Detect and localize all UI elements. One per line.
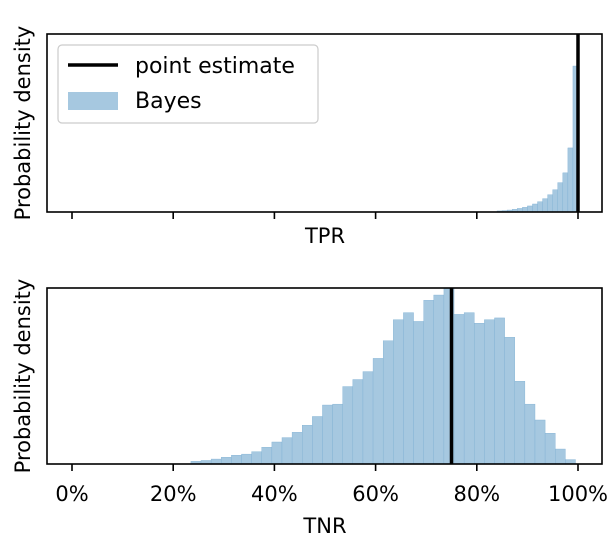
tpr-y-axis-label: Probability density (11, 26, 35, 221)
tnr-x-tick-label: 80% (453, 482, 500, 506)
tnr-histogram-bar (241, 453, 252, 465)
tnr-histogram-bar (413, 321, 424, 465)
tpr-histogram-bars (496, 65, 579, 213)
tnr-histogram-bar (504, 337, 515, 465)
tnr-histogram-bar (534, 419, 546, 465)
tnr-x-tick-label: 0% (55, 482, 88, 506)
tnr-histogram-bar (281, 437, 293, 465)
tnr-histogram-bar (261, 447, 273, 465)
tnr-histogram-bar (474, 323, 485, 465)
tnr-histogram-bar (322, 404, 333, 465)
tnr-histogram-bar (251, 451, 262, 465)
tnr-x-tick-label: 100% (548, 482, 608, 506)
tpr-histogram-bar (552, 189, 558, 213)
tnr-x-tick-label: 60% (352, 482, 399, 506)
tnr-histogram-bar (484, 319, 495, 465)
tnr-histogram-bar (555, 448, 566, 465)
tpr-histogram-bar (547, 194, 553, 213)
tnr-histogram-bar (494, 317, 505, 465)
tpr-histogram-bar (562, 172, 569, 213)
tnr-histogram-bar (231, 455, 242, 465)
tnr-axes-frame (46, 287, 603, 465)
tpr-x-axis-label: TPR (304, 224, 345, 248)
tpr-histogram-bar (527, 205, 533, 213)
tnr-histogram-bar (221, 457, 232, 465)
tpr-histogram-bar (537, 201, 543, 213)
tnr-histogram-bar (423, 300, 434, 465)
tpr-axes-frame (46, 33, 603, 213)
tnr-histogram-bar (271, 441, 283, 465)
tnr-histogram-bars (190, 287, 576, 465)
tnr-x-tick-label: 20% (150, 482, 197, 506)
legend: point estimate Bayes (57, 44, 319, 124)
tpr-histogram-bar (557, 182, 564, 213)
tnr-panel: 0% 20% 40% 60% 80% 100% Probability density T… (11, 279, 608, 536)
tnr-histogram-bar (514, 381, 526, 465)
tnr-histogram-bar (393, 319, 404, 465)
tnr-histogram-bar (524, 403, 536, 465)
tnr-histogram-bar (352, 379, 364, 465)
tpr-histogram-bar (542, 198, 548, 213)
tnr-histogram-bar (312, 416, 323, 465)
tnr-x-tick-label: 40% (251, 482, 298, 506)
tnr-x-ticks: 0% 20% 40% 60% 80% 100% (55, 464, 608, 506)
legend-point-estimate-label: point estimate (135, 54, 295, 79)
tpr-histogram-bar (532, 203, 538, 213)
legend-bayes-swatch (68, 92, 118, 110)
tnr-histogram-bar (291, 432, 303, 465)
tpr-panel: Probability density TPR point estimate B… (11, 26, 603, 248)
legend-bayes-label: Bayes (135, 89, 202, 114)
tnr-x-axis-label: TNR (302, 514, 346, 536)
tnr-histogram-bar (544, 433, 556, 465)
tnr-histogram-bar (342, 386, 354, 465)
tnr-histogram-bar (403, 312, 414, 465)
tnr-histogram-bar (463, 312, 475, 465)
tpr-histogram-bar (567, 147, 574, 213)
tnr-histogram-bar (372, 358, 384, 465)
tnr-histogram-bar (302, 425, 313, 465)
tpr-x-ticks (71, 212, 579, 219)
tnr-histogram-bar (362, 371, 374, 465)
tnr-histogram-bar (382, 340, 394, 465)
tnr-y-axis-label: Probability density (11, 279, 35, 474)
tnr-histogram-bar (433, 294, 445, 465)
tnr-histogram-bar (453, 314, 465, 465)
legend-box (57, 44, 319, 124)
tnr-histogram-bar (332, 403, 343, 465)
